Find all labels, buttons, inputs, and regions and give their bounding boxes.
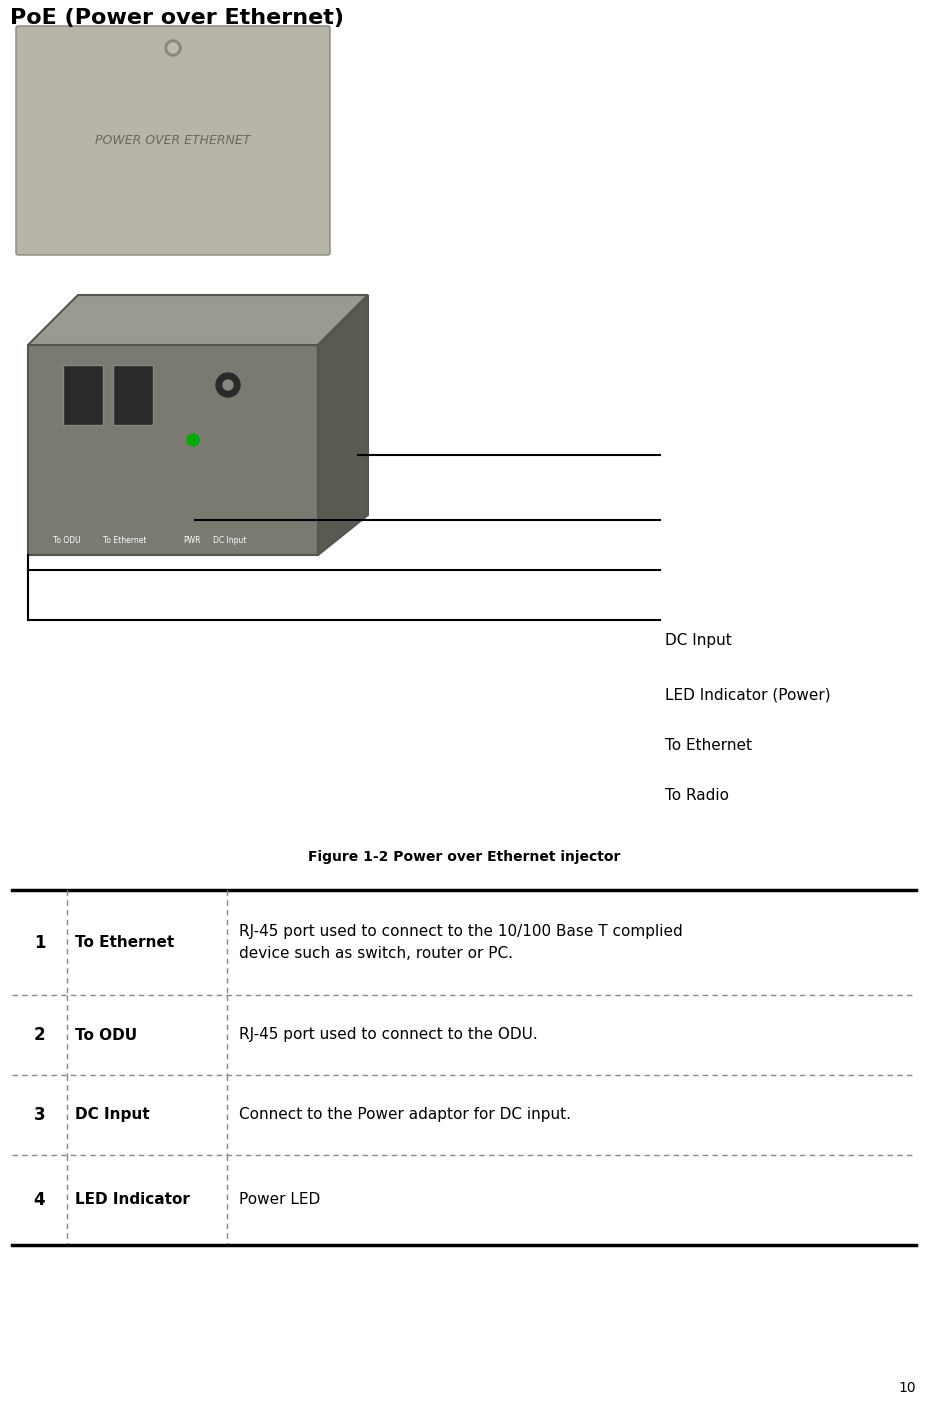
Text: 3: 3 xyxy=(33,1106,45,1124)
Text: To ODU: To ODU xyxy=(53,536,81,545)
Polygon shape xyxy=(28,295,368,345)
Text: 10: 10 xyxy=(897,1382,915,1394)
Text: To Radio: To Radio xyxy=(665,788,729,802)
FancyBboxPatch shape xyxy=(16,25,330,255)
Text: To ODU: To ODU xyxy=(75,1027,137,1043)
Text: LED Indicator: LED Indicator xyxy=(75,1193,190,1207)
Text: DC Input: DC Input xyxy=(213,536,247,545)
Text: LED Indicator (Power): LED Indicator (Power) xyxy=(665,688,830,702)
Circle shape xyxy=(168,44,178,53)
Text: To Ethernet: To Ethernet xyxy=(103,536,146,545)
Text: PWR: PWR xyxy=(183,536,200,545)
Text: RJ-45 port used to connect to the ODU.: RJ-45 port used to connect to the ODU. xyxy=(239,1027,537,1043)
Bar xyxy=(113,364,153,425)
Text: Power LED: Power LED xyxy=(239,1193,320,1207)
Circle shape xyxy=(165,39,181,56)
Text: DC Input: DC Input xyxy=(665,633,731,647)
Text: To Ethernet: To Ethernet xyxy=(665,737,751,753)
Text: POWER OVER ETHERNET: POWER OVER ETHERNET xyxy=(95,134,250,146)
Text: 4: 4 xyxy=(33,1190,45,1209)
Polygon shape xyxy=(28,345,318,554)
Text: 2: 2 xyxy=(33,1026,45,1044)
Text: 1: 1 xyxy=(33,933,45,951)
Text: device such as switch, router or PC.: device such as switch, router or PC. xyxy=(239,946,513,961)
Circle shape xyxy=(216,373,240,397)
Polygon shape xyxy=(318,295,368,554)
Text: Figure 1-2 Power over Ethernet injector: Figure 1-2 Power over Ethernet injector xyxy=(308,850,619,864)
Text: RJ-45 port used to connect to the 10/100 Base T complied: RJ-45 port used to connect to the 10/100… xyxy=(239,924,682,938)
Circle shape xyxy=(187,433,198,446)
Text: To Ethernet: To Ethernet xyxy=(75,936,174,950)
Text: DC Input: DC Input xyxy=(75,1107,149,1123)
Bar xyxy=(63,364,103,425)
Circle shape xyxy=(222,380,233,390)
Text: PoE (Power over Ethernet): PoE (Power over Ethernet) xyxy=(10,8,344,28)
Text: Connect to the Power adaptor for DC input.: Connect to the Power adaptor for DC inpu… xyxy=(239,1107,570,1123)
